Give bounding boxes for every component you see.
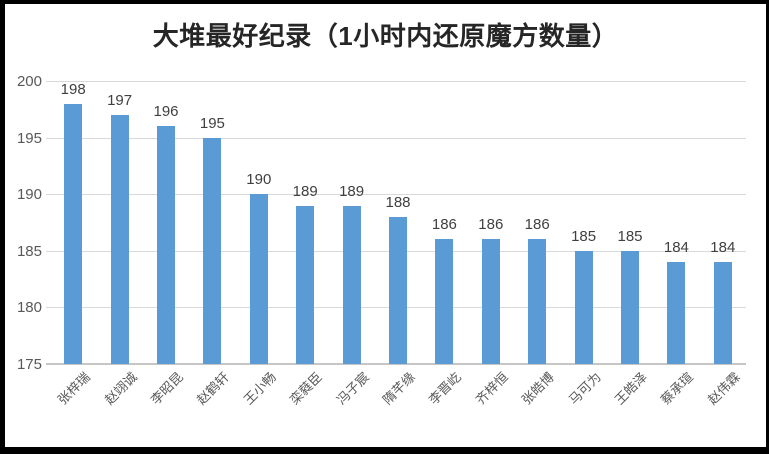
bar-value-label: 186	[431, 216, 457, 234]
category-label: 栾蕤臣	[286, 369, 326, 408]
y-tick-label: 175	[16, 356, 42, 373]
bar-value-label: 186	[524, 216, 550, 234]
bar-value-label: 196	[153, 103, 179, 121]
bar	[64, 103, 83, 364]
y-tick-label: 195	[16, 129, 42, 147]
bar	[574, 250, 593, 364]
bar	[667, 262, 686, 364]
category-label: 冯子宸	[333, 369, 372, 408]
bar-value-label: 185	[617, 227, 643, 245]
category-label: 齐梓恒	[472, 369, 511, 408]
category-label: 赵鹤轩	[194, 369, 233, 408]
chart-title: 大堆最好纪录（1小时内还原魔方数量）	[152, 21, 619, 51]
bar-value-label: 188	[385, 193, 411, 211]
y-tick-label: 200	[16, 73, 42, 90]
bar-value-label: 186	[478, 216, 504, 234]
y-tick-label: 185	[16, 242, 42, 260]
category-label: 赵翊诚	[101, 369, 140, 408]
x-axis-line	[46, 363, 746, 365]
category-label: 隋芊缘	[379, 369, 418, 408]
category-label: 张梓瑞	[54, 369, 94, 408]
bar	[435, 239, 454, 364]
bar-value-label: 189	[339, 182, 365, 200]
bar	[528, 239, 547, 364]
bar-value-label: 190	[246, 171, 272, 189]
y-tick-label: 190	[16, 186, 42, 204]
bar-value-label: 184	[710, 239, 736, 257]
category-label: 马可为	[565, 369, 604, 408]
bar	[481, 239, 500, 364]
bar	[621, 250, 639, 364]
gridline	[46, 194, 746, 196]
plot-area: 175 180 185 190 195 200 198 张梓瑞 197 赵翊诚 196 李昭昆 195 赵…	[5, 4, 766, 447]
bar-value-label: 185	[571, 227, 597, 245]
bar-value-label: 197	[107, 91, 133, 109]
bar	[110, 114, 129, 364]
bar	[342, 205, 361, 364]
gridline	[46, 81, 746, 82]
category-label: 李昭昆	[147, 369, 186, 408]
bar	[713, 262, 732, 364]
bar-value-label: 184	[663, 239, 689, 257]
category-label: 赵伟霖	[704, 369, 743, 408]
category-label: 蔡承瑄	[658, 369, 697, 408]
y-tick-label: 180	[16, 299, 42, 317]
bar	[296, 205, 315, 364]
category-label: 王小畅	[240, 369, 279, 408]
bar	[389, 216, 407, 364]
category-label: 李晋屹	[426, 369, 465, 408]
bar	[203, 137, 222, 364]
category-label: 张皓博	[518, 369, 558, 408]
gridline	[46, 137, 746, 139]
category-label: 王皓泽	[611, 369, 650, 408]
bar-value-label: 189	[292, 182, 318, 200]
bar	[157, 126, 175, 364]
bar	[249, 194, 268, 364]
bar-value-label: 198	[60, 80, 86, 98]
bar-value-label: 195	[199, 114, 225, 132]
